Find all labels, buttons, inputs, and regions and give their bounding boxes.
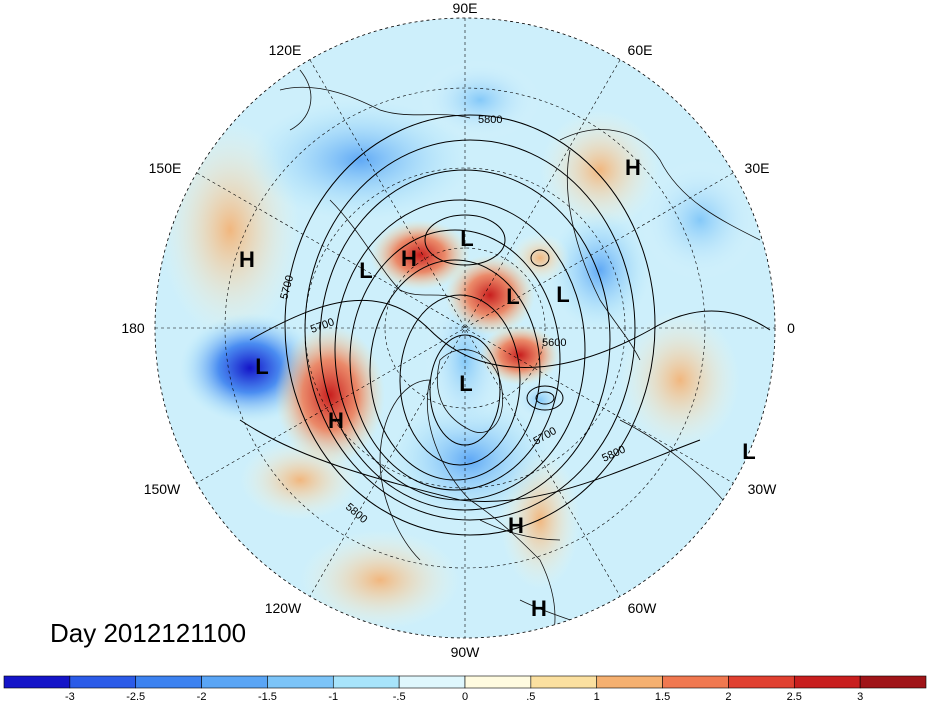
colorbar-box (793, 675, 861, 689)
map-boundary (154, 17, 776, 639)
colorbar-tick-label: .5 (526, 691, 535, 702)
colorbar-box (728, 675, 795, 689)
lon-label-60w: 60W (628, 600, 658, 616)
lon-label-30w: 30W (748, 481, 778, 497)
pressure-centers: H H L H L L L L H L L H H (239, 155, 756, 621)
lon-label-90w: 90W (451, 644, 481, 660)
low-center-east-siberia: L (460, 226, 473, 251)
colorbar-box (201, 675, 268, 689)
lon-label-60e: 60E (628, 42, 653, 58)
anomaly-field (155, 18, 775, 638)
day-label: Day 2012121100 (50, 618, 247, 648)
lon-label-120e: 120E (269, 42, 302, 58)
lon-label-90e: 90E (453, 0, 478, 16)
colorbar-tick-label: 1.5 (655, 691, 670, 702)
high-center-caribbean: H (531, 596, 547, 621)
low-center-north-siberia: L (359, 258, 372, 283)
colorbar-tick-label: 2.5 (787, 691, 802, 702)
contour-label: 5800 (478, 114, 502, 126)
lon-label-0: 0 (787, 320, 795, 336)
colorbar-box (267, 675, 334, 689)
colorbar: -3 -2.5 -2 -1.5 -1 -.5 0 .5 1 1.5 2 2.5 3 (3, 675, 927, 702)
colorbar-boxes (3, 675, 927, 689)
colorbar-box (662, 675, 729, 689)
colorbar-tick-label: 0 (462, 691, 468, 702)
colorbar-tick-label: -1 (328, 691, 338, 702)
lon-label-150e: 150E (149, 160, 182, 176)
lon-label-30e: 30E (745, 160, 770, 176)
colorbar-box (530, 675, 598, 689)
high-center-gulf-of-alaska: H (328, 408, 344, 433)
colorbar-box (135, 675, 202, 689)
colorbar-box (3, 675, 71, 689)
colorbar-tick-label: -.5 (393, 691, 406, 702)
high-center-west-pacific: H (239, 247, 255, 272)
high-center-western-atlantic: H (508, 513, 524, 538)
colorbar-tick-label: 3 (857, 691, 863, 702)
low-center-kara-sea: L (506, 284, 519, 309)
colorbar-box (859, 675, 927, 689)
colorbar-tick-label: -2 (197, 691, 207, 702)
high-center-europe: H (625, 155, 641, 180)
high-center-siberia: H (401, 246, 417, 271)
colorbar-box (69, 675, 137, 689)
lon-label-120w: 120W (265, 600, 302, 616)
longitude-labels: 90E 60E 30E 0 30W 60W 90W 120W 150W 180 … (121, 0, 795, 660)
lon-label-180: 180 (121, 320, 145, 336)
graticule (155, 18, 775, 638)
colorbar-box (398, 675, 466, 689)
colorbar-tick-label: -2.5 (126, 691, 145, 702)
low-center-atlantic: L (742, 439, 755, 464)
colorbar-tick-label: -1.5 (258, 691, 277, 702)
colorbar-box (332, 675, 400, 689)
colorbar-tick-label: -3 (65, 691, 75, 702)
colorbar-ticks: -3 -2.5 -2 -1.5 -1 -.5 0 .5 1 1.5 2 2.5 3 (65, 691, 863, 702)
lon-label-150w: 150W (144, 481, 181, 497)
colorbar-tick-label: 2 (725, 691, 731, 702)
low-center-aleutian: L (255, 354, 268, 379)
low-center-hudson-bay: L (459, 371, 472, 396)
contour-label: 5600 (542, 337, 566, 349)
colorbar-tick-label: 1 (594, 691, 600, 702)
colorbar-box (464, 675, 532, 689)
polar-map: 90E 60E 30E 0 30W 60W 90W 120W 150W 180 … (121, 0, 795, 660)
colorbar-box (596, 675, 663, 689)
low-center-scandinavia: L (556, 282, 569, 307)
